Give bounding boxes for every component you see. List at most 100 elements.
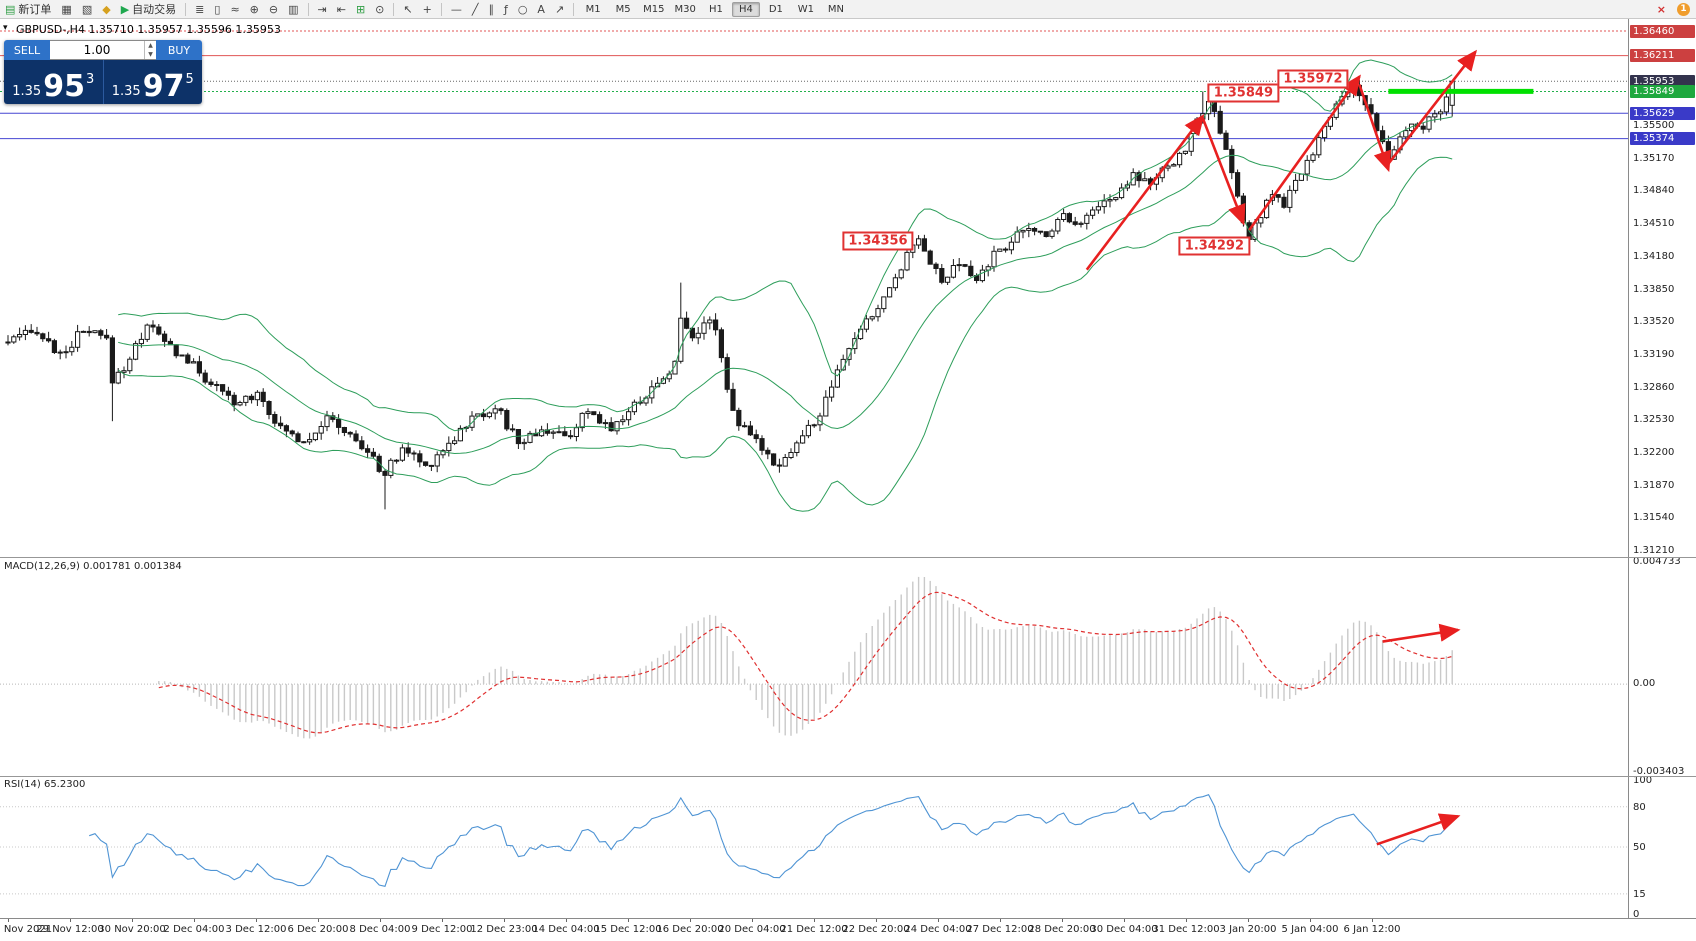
- price-axis-label: 1.34510: [1633, 218, 1675, 230]
- indicators-button[interactable]: ⊞: [352, 1, 369, 18]
- time-axis-tick: [194, 919, 195, 922]
- shapes-button[interactable]: ○: [514, 1, 532, 18]
- volume-value[interactable]: 1.00: [83, 43, 111, 57]
- timeframe-D1[interactable]: D1: [768, 3, 783, 15]
- price-badge-1.35953: 1.35953: [1630, 74, 1695, 88]
- arrow-tool-button[interactable]: ↗: [551, 1, 568, 18]
- zoom-out-icon: ⊖: [268, 2, 279, 16]
- chart-shift-button[interactable]: ⇤: [333, 1, 350, 18]
- time-axis-label: 29 Nov 12:00: [36, 924, 104, 935]
- auto-scroll-button[interactable]: ⇥: [314, 1, 331, 18]
- crosshair-button[interactable]: +: [419, 1, 436, 18]
- tile-windows-button[interactable]: ▥: [284, 1, 302, 18]
- time-axis-label: 5 Jan 04:00: [1281, 924, 1339, 935]
- panel-separator-macd[interactable]: [0, 557, 1696, 558]
- timeframe-H4[interactable]: H4: [731, 1, 760, 17]
- time-axis-tick: [256, 919, 257, 922]
- price-badge-1.35849: 1.35849: [1630, 85, 1695, 99]
- charts-icon: ▦: [61, 2, 72, 16]
- price-axis-label: 1.32530: [1633, 414, 1675, 426]
- templates-button[interactable]: ◆: [98, 1, 114, 18]
- timeframe-M1[interactable]: M1: [585, 3, 601, 15]
- timeframe-MN[interactable]: MN: [827, 3, 844, 15]
- bar-chart-button[interactable]: ≣: [191, 1, 208, 18]
- rsi-label: RSI(14) 65.2300: [4, 779, 86, 790]
- price-label-1-35849[interactable]: 1.35849: [1207, 83, 1279, 103]
- trend-arrow-2[interactable]: [1201, 117, 1246, 226]
- volume-up-button[interactable]: ▲: [148, 42, 153, 49]
- channel-button[interactable]: ∥: [484, 1, 498, 18]
- time-axis-label: 2 Dec 04:00: [163, 924, 225, 935]
- time-axis-tick: [1310, 919, 1311, 922]
- timeframe-M15[interactable]: M15: [643, 3, 665, 15]
- price-axis[interactable]: 1.35500 1.35170 1.34840 1.34510 1.34180 1.338…: [1628, 0, 1696, 941]
- arrow-tool-icon: ↗: [554, 2, 565, 16]
- zoom-in-button[interactable]: ⊕: [246, 1, 263, 18]
- time-axis-tick: [1062, 919, 1063, 922]
- cursor-button[interactable]: ↖: [399, 1, 416, 18]
- time-axis-tick: [1124, 919, 1125, 922]
- volume-down-button[interactable]: ▼: [148, 51, 153, 58]
- price-label-1-35972[interactable]: 1.35972: [1277, 69, 1349, 89]
- toolbar-separator: [440, 2, 442, 16]
- volume-input[interactable]: 1.00 ▲ ▼: [50, 40, 156, 60]
- bollinger-middle: [118, 116, 1453, 455]
- timeframe-M5[interactable]: M5: [615, 3, 631, 15]
- horizontal-line-button[interactable]: —: [447, 1, 466, 18]
- line-chart-button[interactable]: ≈: [226, 1, 243, 18]
- fibonacci-button[interactable]: ƒ: [500, 1, 512, 18]
- bid-price[interactable]: 1.35 95 3: [4, 60, 103, 104]
- timeframe-W1[interactable]: W1: [797, 3, 815, 15]
- trend-arrow-1[interactable]: [1085, 114, 1205, 271]
- candlestick-chart-button[interactable]: ▯: [210, 1, 224, 18]
- charts-window-button[interactable]: ▦: [57, 1, 75, 18]
- timeframe-H1[interactable]: H1: [708, 3, 723, 15]
- rsi-axis-label: 50: [1633, 842, 1646, 853]
- bid-price-sup: 3: [85, 72, 95, 87]
- one-click-collapse-icon[interactable]: ▾: [3, 23, 8, 33]
- bollinger-upper: [118, 59, 1453, 432]
- rsi-arrow[interactable]: [1376, 813, 1461, 846]
- timeframe-M30[interactable]: M30: [674, 3, 696, 15]
- chart-canvas[interactable]: [0, 0, 1628, 941]
- panel-separator-rsi[interactable]: [0, 776, 1696, 777]
- zoom-out-button[interactable]: ⊖: [265, 1, 282, 18]
- bid-price-big: 95: [43, 68, 85, 104]
- macd-arrow[interactable]: [1382, 623, 1461, 643]
- trend-arrow-5[interactable]: [1387, 49, 1477, 165]
- time-axis-tick: [380, 919, 381, 922]
- price-badge-1.36460: 1.36460: [1630, 24, 1695, 38]
- auto-trading-button[interactable]: ▶ 自动交易: [117, 1, 180, 18]
- trend-arrow-3[interactable]: [1248, 74, 1361, 231]
- trendline-button[interactable]: ╱: [468, 1, 483, 18]
- time-axis-label: 6 Dec 20:00: [287, 924, 349, 935]
- indicators-icon: ⊞: [355, 2, 366, 16]
- macd-axis-label: 0.004733: [1633, 556, 1681, 567]
- line-chart-icon: ≈: [230, 2, 240, 16]
- price-label-1-34292[interactable]: 1.34292: [1178, 236, 1250, 256]
- bar-chart-icon: ≣: [195, 2, 205, 16]
- time-axis-label: 20 Dec 04:00: [718, 924, 786, 935]
- time-axis-label: 24 Dec 04:00: [904, 924, 972, 935]
- close-button[interactable]: ×: [1653, 1, 1670, 18]
- time-axis-tick: [8, 919, 9, 922]
- notification-badge[interactable]: 1: [1677, 2, 1690, 16]
- text-tool-icon: A: [537, 2, 545, 16]
- time-axis[interactable]: Nov 2021 29 Nov 12:00 30 Nov 20:00 2 Dec 04…: [0, 918, 1696, 941]
- bid-ask-display: 1.35 95 3 1.35 97 5: [4, 60, 202, 104]
- text-tool-button[interactable]: A: [533, 1, 549, 18]
- ask-price[interactable]: 1.35 97 5: [104, 60, 203, 104]
- new-order-button[interactable]: ▤ 新订单: [1, 1, 55, 18]
- trend-arrow-4[interactable]: [1358, 84, 1392, 173]
- new-order-label: 新订单: [18, 3, 52, 16]
- buy-button[interactable]: BUY: [156, 40, 202, 60]
- time-axis-tick: [752, 919, 753, 922]
- sell-button[interactable]: SELL: [4, 40, 50, 60]
- period-button[interactable]: ⊙: [371, 1, 388, 18]
- chart-shift-icon: ⇤: [336, 2, 346, 16]
- time-axis-tick: [1372, 919, 1373, 922]
- price-label-1-34356[interactable]: 1.34356: [842, 231, 914, 251]
- profiles-button[interactable]: ▧: [78, 1, 96, 18]
- macd-signal-line: [158, 591, 1453, 734]
